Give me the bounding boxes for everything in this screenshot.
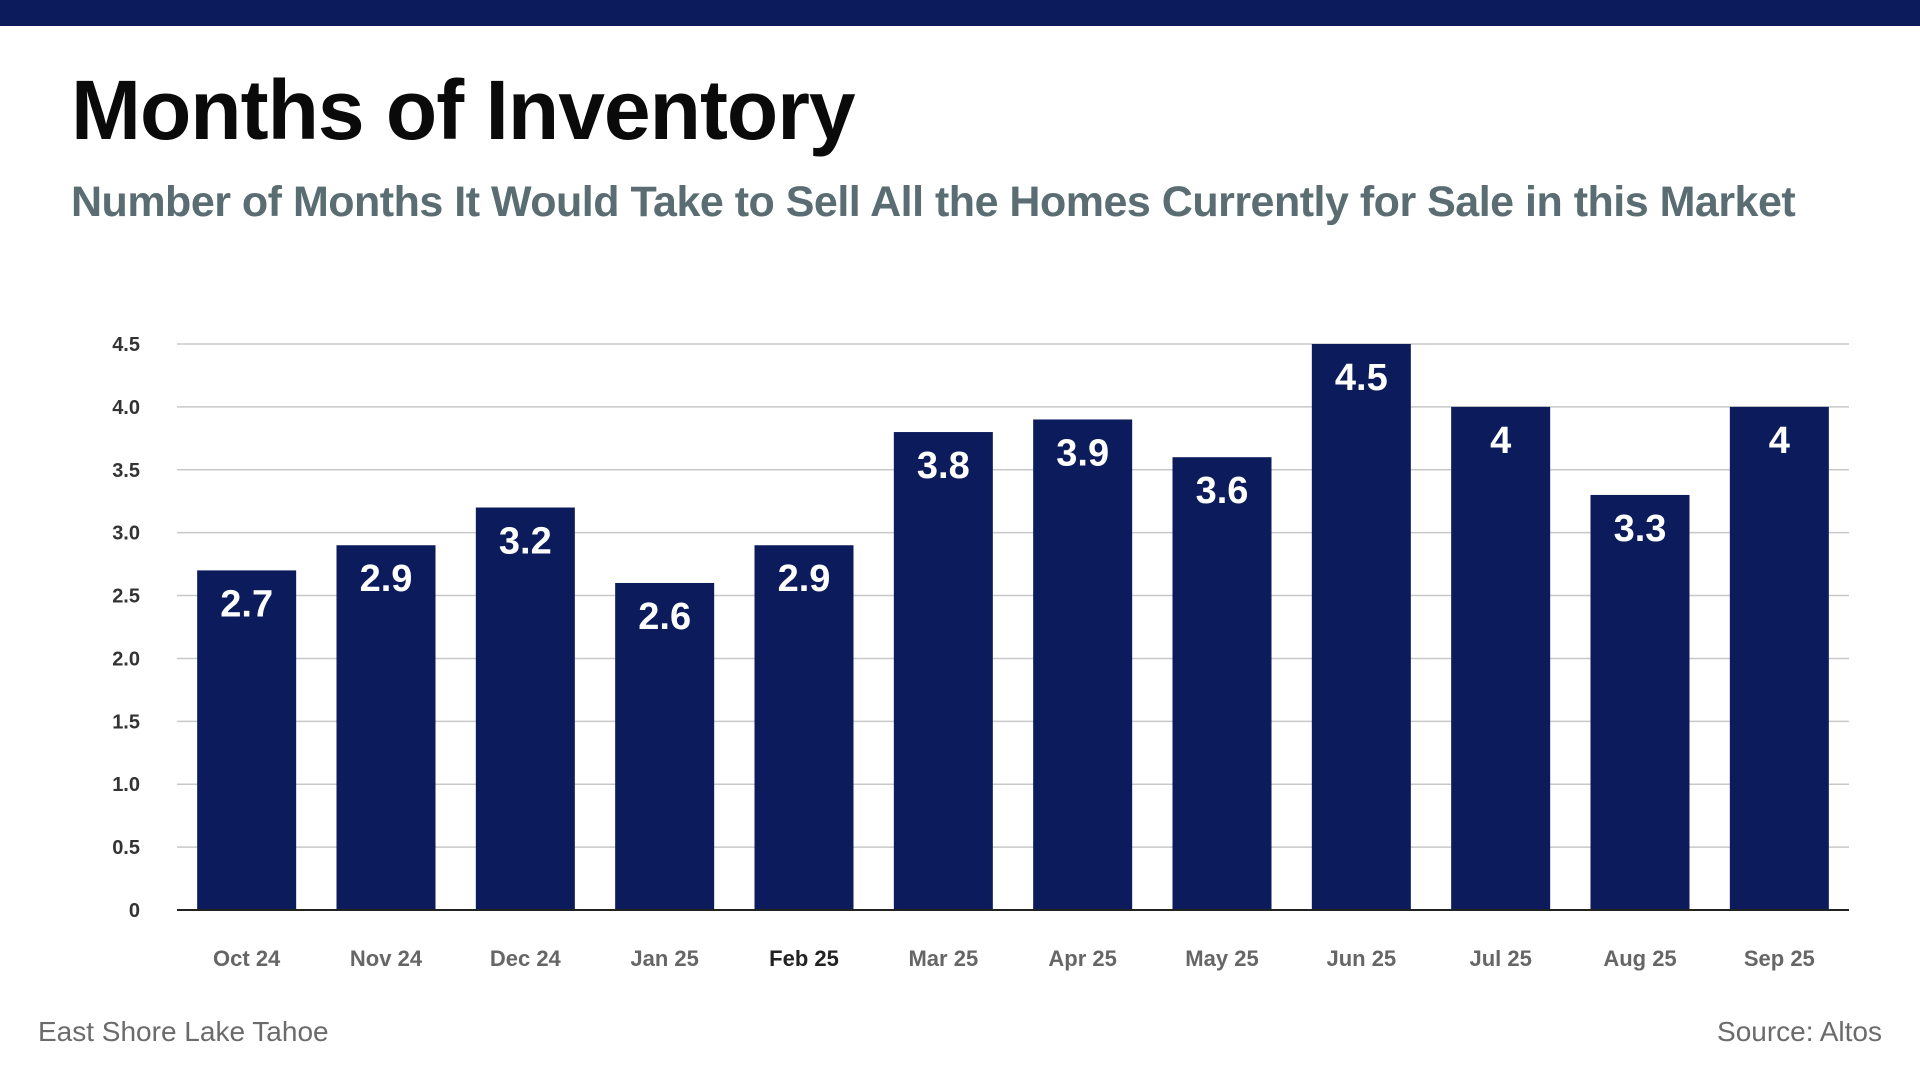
bar bbox=[336, 545, 436, 910]
bar bbox=[1311, 344, 1411, 910]
data-label: 2.7 bbox=[220, 583, 273, 625]
y-tick-label: 4.5 bbox=[112, 334, 140, 356]
footer-source: Source: Altos bbox=[1717, 1016, 1882, 1047]
x-tick-label: Dec 24 bbox=[490, 946, 562, 971]
y-tick-label: 1.0 bbox=[112, 774, 140, 796]
bar bbox=[1451, 406, 1551, 910]
data-label: 2.9 bbox=[778, 558, 831, 600]
bars bbox=[197, 344, 1829, 910]
y-tick-label: 2.5 bbox=[112, 586, 140, 608]
y-tick-label: 3.0 bbox=[112, 523, 140, 545]
data-label: 3.9 bbox=[1056, 432, 1109, 474]
x-tick-label: Jan 25 bbox=[630, 946, 699, 971]
footer-location: East Shore Lake Tahoe bbox=[38, 1016, 329, 1047]
x-tick-label: Sep 25 bbox=[1744, 946, 1815, 971]
top-accent-bar bbox=[0, 0, 1920, 26]
data-label: 3.3 bbox=[1614, 508, 1667, 550]
bar bbox=[1590, 494, 1690, 910]
x-tick-label: Oct 24 bbox=[213, 946, 281, 971]
x-tick-label: Aug 25 bbox=[1603, 946, 1676, 971]
data-label: 3.6 bbox=[1196, 470, 1249, 512]
x-axis-labels: Oct 24 Nov 24 Dec 24 Jan 25 Feb 25 Mar 25 Apr … bbox=[213, 946, 1815, 971]
page-title: Months of Inventory bbox=[71, 63, 856, 157]
x-tick-label: Apr 25 bbox=[1048, 946, 1116, 971]
x-tick-label: Jun 25 bbox=[1326, 946, 1396, 971]
y-tick-label: 2.0 bbox=[112, 648, 140, 670]
bar bbox=[1172, 457, 1272, 910]
y-tick-label: 3.5 bbox=[112, 460, 140, 482]
y-axis-ticks: 0 0.5 1.0 1.5 2.0 2.5 3.0 3.5 4.0 4.5 bbox=[112, 334, 140, 922]
bar bbox=[197, 570, 297, 910]
bar bbox=[475, 507, 575, 910]
bar bbox=[893, 432, 993, 910]
x-tick-label: Mar 25 bbox=[908, 946, 978, 971]
y-tick-label: 0 bbox=[129, 900, 140, 922]
data-label: 4 bbox=[1490, 420, 1511, 462]
data-labels: 2.7 2.9 3.2 2.6 2.9 3.8 3.9 3.6 4.5 4 3.3 4 bbox=[220, 357, 1790, 638]
y-tick-label: 0.5 bbox=[112, 837, 140, 859]
y-tick-label: 4.0 bbox=[112, 397, 140, 419]
bar bbox=[1033, 419, 1133, 910]
data-label: 4 bbox=[1769, 420, 1790, 462]
data-label: 4.5 bbox=[1335, 357, 1388, 399]
bar bbox=[754, 545, 854, 910]
bar bbox=[1729, 406, 1829, 910]
bar bbox=[615, 582, 715, 910]
y-tick-label: 1.5 bbox=[112, 711, 140, 733]
x-tick-label: May 25 bbox=[1185, 946, 1258, 971]
x-tick-label: Jul 25 bbox=[1469, 946, 1531, 971]
data-label: 2.6 bbox=[638, 596, 691, 638]
x-tick-label: Feb 25 bbox=[769, 946, 839, 971]
gridlines bbox=[177, 343, 1849, 848]
data-label: 2.9 bbox=[360, 558, 413, 600]
x-tick-label: Nov 24 bbox=[350, 946, 423, 971]
page-subtitle: Number of Months It Would Take to Sell A… bbox=[71, 178, 1796, 226]
data-label: 3.2 bbox=[499, 521, 552, 563]
data-label: 3.8 bbox=[917, 445, 970, 487]
